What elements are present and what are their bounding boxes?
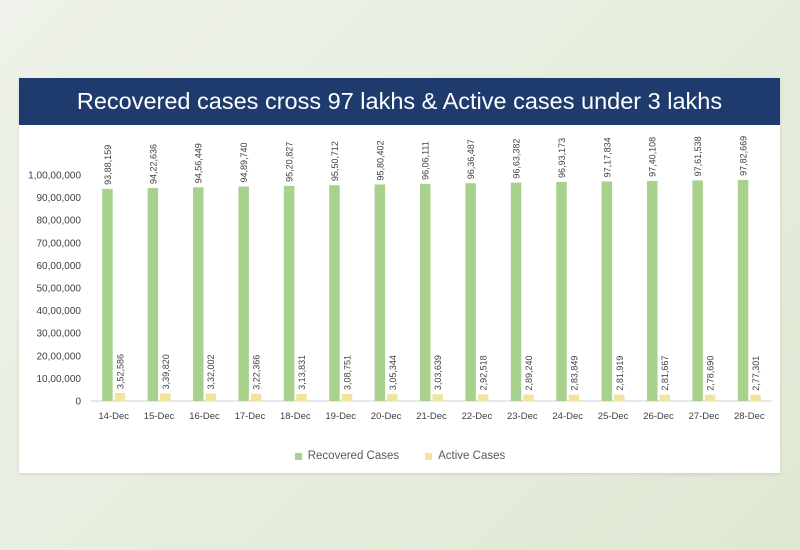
- x-tick-label: 25-Dec: [598, 411, 629, 422]
- bar-active: [296, 393, 307, 401]
- bar-active: [160, 393, 171, 401]
- bar-active: [750, 394, 761, 401]
- bar-recovered: [465, 183, 476, 401]
- x-tick-label: 24-Dec: [552, 411, 583, 422]
- bar-active: [250, 393, 262, 401]
- bar-recovered: [737, 179, 749, 401]
- bar-active: [341, 394, 353, 401]
- data-label-recovered: 94,56,449: [194, 143, 204, 183]
- x-tick-label: 21-Dec: [416, 411, 447, 422]
- data-label-active: 3,22,366: [252, 355, 262, 390]
- data-label-active: 3,13,831: [297, 355, 307, 390]
- bar-active: [387, 394, 398, 401]
- data-label-recovered: 94,22,636: [148, 144, 158, 184]
- data-label-recovered: 97,17,834: [602, 137, 612, 177]
- y-tick-label: 30,00,000: [37, 329, 82, 340]
- x-tick-label: 22-Dec: [462, 411, 493, 422]
- y-tick-label: 80,00,000: [37, 216, 82, 227]
- bar-recovered: [238, 186, 249, 401]
- y-tick-label: 70,00,000: [37, 238, 82, 249]
- x-tick-label: 18-Dec: [280, 411, 311, 422]
- legend-item-recovered: Recovered Cases: [294, 450, 400, 462]
- y-tick-label: 20,00,000: [37, 351, 82, 362]
- bar-recovered: [601, 181, 613, 401]
- data-label-recovered: 95,20,827: [285, 142, 295, 182]
- bar-recovered: [147, 188, 159, 401]
- data-label-active: 2,92,518: [479, 355, 489, 390]
- data-label-recovered: 96,63,382: [512, 139, 522, 179]
- data-label-active: 3,52,586: [115, 354, 125, 389]
- bar-recovered: [193, 187, 204, 401]
- data-label-recovered: 96,36,487: [466, 139, 476, 179]
- bar-active: [704, 394, 716, 401]
- data-label-active: 3,03,639: [433, 355, 443, 390]
- data-label-active: 2,89,240: [524, 355, 534, 390]
- bar-recovered: [329, 185, 340, 401]
- data-label-recovered: 97,61,538: [693, 136, 703, 176]
- legend: Recovered Cases Active Cases: [0, 450, 800, 462]
- legend-label-recovered: Recovered Cases: [307, 450, 400, 462]
- legend-item-active: Active Cases: [425, 450, 505, 462]
- y-tick-label: 40,00,000: [37, 306, 82, 317]
- data-label-recovered: 94,89,740: [239, 142, 249, 182]
- bar-recovered: [510, 182, 522, 401]
- bar-recovered: [420, 183, 431, 401]
- bar-recovered: [692, 180, 703, 401]
- y-tick-label: 50,00,000: [37, 284, 82, 295]
- bar-active: [523, 394, 534, 401]
- x-tick-label: 17-Dec: [235, 411, 266, 422]
- y-tick-label: 60,00,000: [37, 261, 82, 272]
- data-label-active: 2,81,919: [615, 356, 625, 391]
- data-label-active: 3,05,344: [388, 355, 398, 390]
- bar-active: [614, 394, 625, 401]
- y-tick-label: 10,00,000: [37, 374, 82, 385]
- data-label-active: 2,77,301: [751, 356, 761, 391]
- data-label-active: 2,83,849: [569, 356, 579, 391]
- x-tick-label: 14-Dec: [98, 411, 129, 422]
- x-tick-label: 26-Dec: [643, 411, 674, 422]
- bar-active: [568, 394, 580, 401]
- data-label-active: 3,39,820: [161, 354, 171, 389]
- x-tick-label: 16-Dec: [189, 411, 220, 422]
- bar-active: [659, 394, 670, 401]
- data-label-recovered: 93,88,159: [103, 145, 113, 185]
- bar-recovered: [283, 185, 295, 401]
- y-tick-label: 0: [75, 397, 81, 408]
- data-label-active: 2,81,667: [660, 356, 670, 391]
- legend-swatch-active: [425, 452, 433, 460]
- data-label-active: 3,08,751: [342, 355, 352, 390]
- data-label-recovered: 96,93,173: [557, 138, 567, 178]
- y-tick-label: 90,00,000: [37, 193, 82, 204]
- bar-active: [477, 394, 489, 401]
- x-tick-label: 15-Dec: [144, 411, 175, 422]
- bar-active: [205, 393, 216, 401]
- legend-label-active: Active Cases: [438, 450, 506, 462]
- x-tick-label: 20-Dec: [371, 411, 402, 422]
- x-tick-label: 19-Dec: [325, 411, 356, 422]
- bar-recovered: [556, 181, 567, 401]
- bar-active: [432, 394, 443, 401]
- data-label-recovered: 97,82,669: [739, 136, 749, 176]
- bar-recovered: [102, 188, 113, 401]
- x-tick-label: 23-Dec: [507, 411, 538, 422]
- bar-active: [114, 393, 126, 401]
- x-tick-label: 27-Dec: [689, 411, 720, 422]
- data-label-recovered: 95,50,712: [330, 141, 340, 181]
- data-label-recovered: 95,80,402: [375, 140, 385, 180]
- legend-swatch-recovered: [294, 452, 302, 460]
- data-label-recovered: 97,40,108: [648, 137, 658, 177]
- bar-recovered: [374, 184, 386, 401]
- y-tick-label: 1,00,00,000: [28, 171, 81, 182]
- data-label-active: 2,78,690: [706, 356, 716, 391]
- data-label-recovered: 96,06,111: [421, 141, 431, 180]
- data-label-active: 3,32,002: [206, 354, 216, 389]
- x-tick-label: 28-Dec: [734, 411, 765, 422]
- bar-recovered: [647, 180, 658, 401]
- chart-title: Recovered cases cross 97 lakhs & Active …: [19, 78, 780, 125]
